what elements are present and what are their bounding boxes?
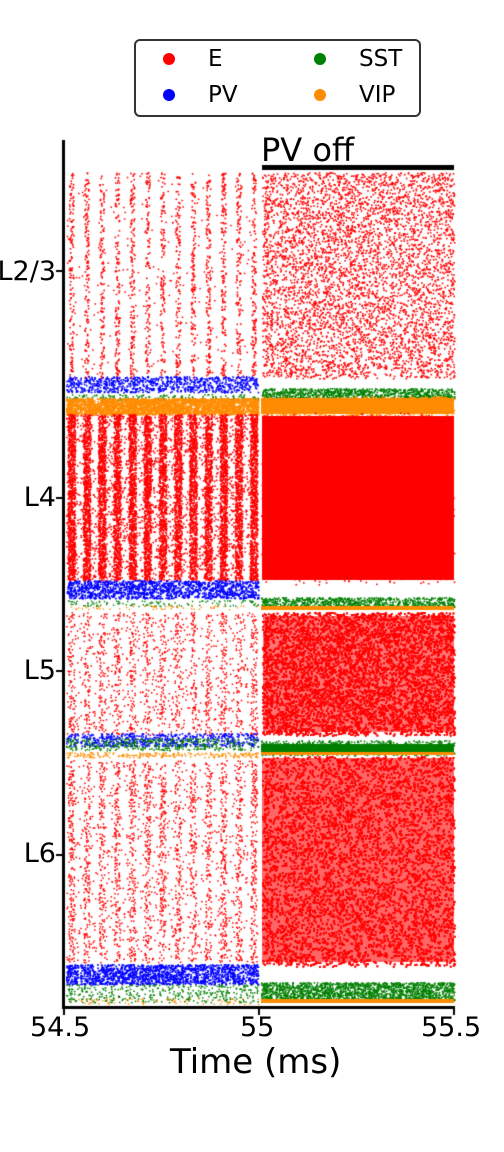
legend-label-pv: PV xyxy=(208,82,238,108)
legend-marker-pv xyxy=(163,89,175,101)
legend: E PV SST VIP xyxy=(134,39,421,117)
legend-item-pv: PV xyxy=(163,82,238,108)
legend-item-e: E xyxy=(163,46,223,72)
ytick-label-l23: L2/3 xyxy=(0,256,56,287)
xtick-label-55-5: 55.5 xyxy=(421,1012,482,1043)
ytick-label-l5: L5 xyxy=(23,655,56,686)
legend-label-sst: SST xyxy=(359,46,403,72)
pv-off-annotation: PV off xyxy=(261,131,354,169)
ytick-label-l4: L4 xyxy=(23,482,56,513)
legend-marker-vip xyxy=(314,89,326,101)
ytick-label-l6: L6 xyxy=(23,838,56,869)
xtick-label-55: 55 xyxy=(240,1012,275,1043)
legend-marker-e xyxy=(163,53,175,65)
legend-item-vip: VIP xyxy=(314,82,395,108)
legend-label-e: E xyxy=(208,46,223,72)
x-axis-title: Time (ms) xyxy=(170,1042,342,1082)
legend-item-sst: SST xyxy=(314,46,402,72)
legend-marker-sst xyxy=(314,53,326,65)
legend-label-vip: VIP xyxy=(359,82,396,108)
xtick-label-54-5: 54.5 xyxy=(30,1012,91,1043)
